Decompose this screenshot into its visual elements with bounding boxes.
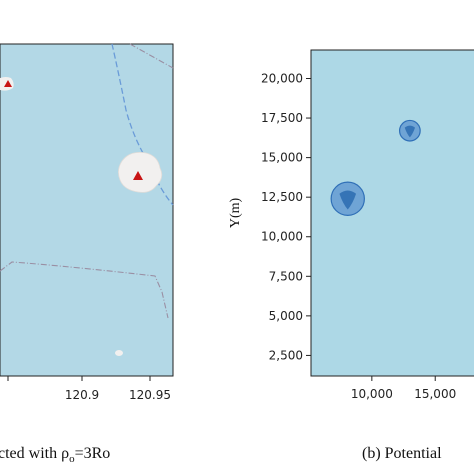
map-islet — [115, 350, 123, 356]
y-tick-label: 15,000 — [261, 151, 303, 165]
y-tick-label: 12,500 — [261, 190, 303, 204]
map-x-tick-label: 120.9 — [65, 388, 99, 402]
x-axis: 10,000 15,000 — [351, 376, 456, 401]
map-boundary-line-top — [129, 43, 174, 69]
x-tick-label: 10,000 — [351, 387, 393, 401]
y-axis-label: Y(m) — [228, 198, 243, 229]
map-sea-background — [0, 43, 174, 377]
map-caption-main: cted with ρ — [0, 445, 69, 462]
y-tick-label: 2,500 — [269, 348, 303, 362]
plot-caption: (b) Potential — [362, 445, 442, 462]
map-road-line — [111, 43, 174, 206]
map-caption-tail: =3Ro — [75, 445, 111, 462]
map-station-marker-2 — [133, 171, 143, 180]
y-tick-label: 17,500 — [261, 111, 303, 125]
map-caption: cted with ρo=3Ro — [0, 445, 110, 465]
map-island-large — [118, 151, 163, 193]
plot-area — [310, 49, 474, 377]
map-station-marker-1 — [4, 80, 12, 87]
points-layer — [330, 119, 421, 216]
map-panel: 120.9 120.95 cted with ρo=3Ro — [0, 43, 174, 465]
map-caption-subscript: o — [69, 453, 75, 465]
potential-area-core-2 — [404, 125, 416, 138]
y-tick-label: 7,500 — [269, 269, 303, 283]
map-x-tick-label: 120.95 — [129, 388, 171, 402]
x-tick-label: 15,000 — [414, 387, 456, 401]
y-tick-label: 5,000 — [269, 309, 303, 323]
y-axis: 2,500 5,000 7,500 10,000 12,500 15,000 17,500 2… — [261, 71, 311, 362]
y-tick-label: 10,000 — [261, 230, 303, 244]
potential-area-core-1 — [339, 190, 357, 210]
y-tick-label: 20,000 — [261, 71, 303, 85]
plot-panel: 2,500 5,000 7,500 10,000 12,500 15,000 17,500 2… — [228, 49, 474, 462]
